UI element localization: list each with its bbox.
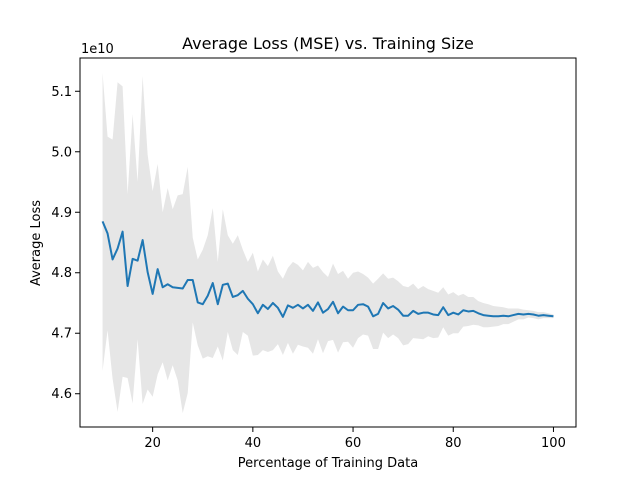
chart-title: Average Loss (MSE) vs. Training Size — [182, 34, 474, 53]
axes: 20 40 60 80 100 4.6 4.7 4.8 4.9 5.0 5.1 — [51, 57, 577, 451]
y-tick-label: 4.7 — [51, 327, 72, 342]
x-tick-label: 100 — [541, 436, 566, 451]
y-axis-title: Average Loss — [29, 200, 44, 286]
y-tick-label: 4.8 — [51, 266, 72, 281]
axes-frame — [79, 57, 577, 428]
y-offset-label: 1e10 — [81, 42, 114, 57]
y-tick-label: 5.1 — [51, 85, 72, 100]
y-tick-label: 4.9 — [51, 206, 72, 221]
x-tick-label: 80 — [445, 436, 462, 451]
mean-loss-line — [101, 220, 554, 318]
plot-area — [101, 73, 554, 414]
y-tick-label: 4.6 — [51, 387, 72, 402]
x-tick-label: 20 — [144, 436, 161, 451]
x-axis-title: Percentage of Training Data — [238, 456, 418, 471]
x-tick-label: 60 — [345, 436, 362, 451]
y-tick-label: 5.0 — [51, 145, 72, 160]
confidence-band — [102, 73, 554, 414]
x-tick-label: 40 — [245, 436, 262, 451]
